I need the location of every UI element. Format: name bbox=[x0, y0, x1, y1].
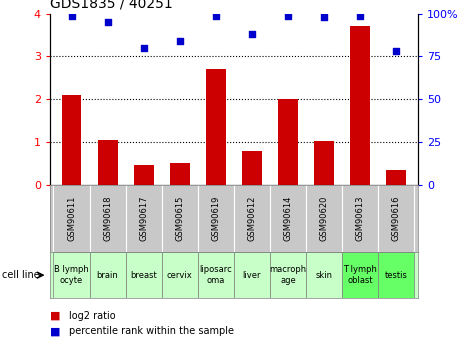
Bar bbox=[54, 252, 90, 298]
Text: GSM90620: GSM90620 bbox=[320, 196, 329, 241]
Bar bbox=[351, 26, 370, 185]
Text: ■: ■ bbox=[50, 326, 60, 336]
Text: GSM90618: GSM90618 bbox=[103, 196, 112, 241]
Point bbox=[212, 13, 220, 18]
Point bbox=[392, 49, 400, 54]
Point bbox=[356, 13, 364, 18]
Text: GSM90611: GSM90611 bbox=[67, 196, 76, 241]
Bar bbox=[314, 141, 334, 185]
Text: log2 ratio: log2 ratio bbox=[69, 311, 115, 321]
Bar bbox=[342, 252, 378, 298]
Text: GSM90617: GSM90617 bbox=[139, 196, 148, 241]
Point bbox=[320, 14, 328, 20]
Text: GSM90615: GSM90615 bbox=[175, 196, 184, 241]
Point bbox=[284, 13, 292, 18]
Text: testis: testis bbox=[385, 270, 408, 280]
Text: cervix: cervix bbox=[167, 270, 193, 280]
Bar bbox=[126, 252, 162, 298]
Text: GSM90612: GSM90612 bbox=[247, 196, 257, 241]
Text: macroph
age: macroph age bbox=[269, 265, 307, 285]
Point bbox=[104, 20, 112, 25]
Text: GSM90613: GSM90613 bbox=[356, 196, 365, 241]
Text: breast: breast bbox=[130, 270, 157, 280]
Text: T lymph
oblast: T lymph oblast bbox=[343, 265, 377, 285]
Text: liposarc
oma: liposarc oma bbox=[200, 265, 232, 285]
Point bbox=[248, 31, 256, 37]
Text: liver: liver bbox=[243, 270, 261, 280]
Text: GSM90614: GSM90614 bbox=[284, 196, 293, 241]
Bar bbox=[206, 69, 226, 185]
Text: percentile rank within the sample: percentile rank within the sample bbox=[69, 326, 234, 336]
Text: cell line: cell line bbox=[2, 270, 40, 280]
Text: GDS1835 / 40251: GDS1835 / 40251 bbox=[50, 0, 172, 11]
Bar bbox=[278, 99, 298, 185]
Text: brain: brain bbox=[97, 270, 118, 280]
Bar bbox=[62, 95, 81, 185]
Bar bbox=[198, 252, 234, 298]
Bar bbox=[90, 252, 126, 298]
Bar bbox=[162, 252, 198, 298]
Text: GSM90616: GSM90616 bbox=[392, 196, 401, 241]
Point bbox=[140, 45, 148, 51]
Bar bbox=[270, 252, 306, 298]
Bar bbox=[378, 252, 414, 298]
Bar bbox=[170, 163, 190, 185]
Bar bbox=[387, 170, 406, 185]
Bar bbox=[98, 140, 117, 185]
Point bbox=[176, 38, 184, 44]
Text: GSM90619: GSM90619 bbox=[211, 196, 220, 241]
Text: skin: skin bbox=[316, 270, 332, 280]
Bar bbox=[242, 151, 262, 185]
Bar bbox=[234, 252, 270, 298]
Bar bbox=[134, 165, 153, 185]
Text: ■: ■ bbox=[50, 311, 60, 321]
Point bbox=[68, 13, 76, 18]
Text: B lymph
ocyte: B lymph ocyte bbox=[54, 265, 89, 285]
Bar bbox=[306, 252, 342, 298]
